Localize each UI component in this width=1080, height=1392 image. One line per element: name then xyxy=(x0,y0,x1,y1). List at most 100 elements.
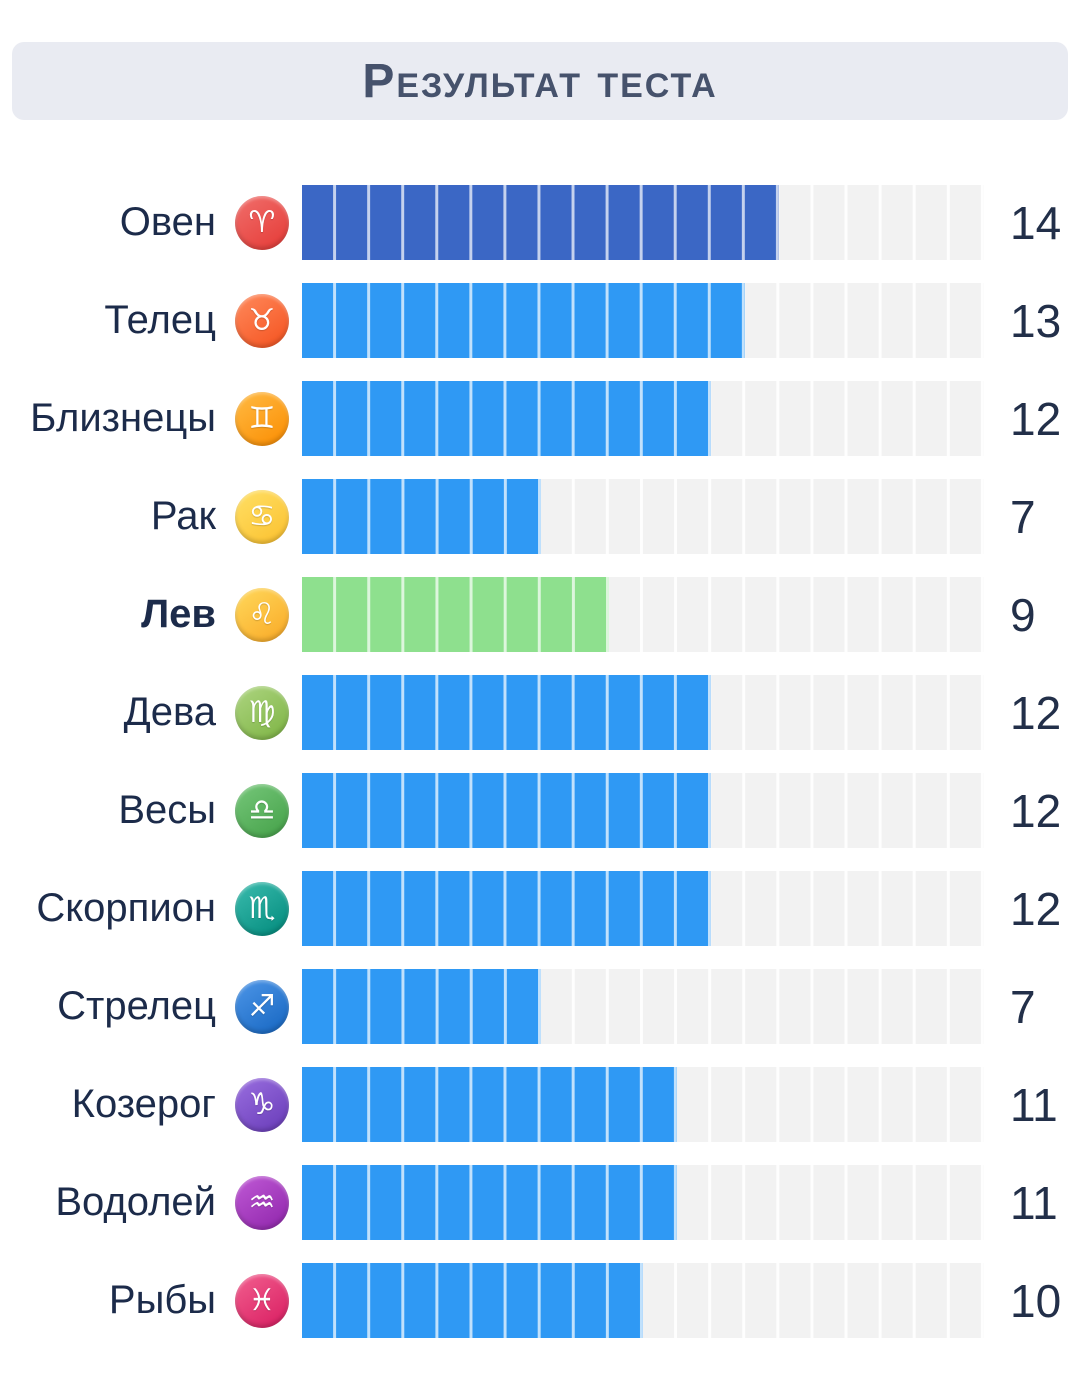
zodiac-glyph: ♉ xyxy=(248,302,276,338)
zodiac-glyph: ♋ xyxy=(248,498,276,534)
row-value: 11 xyxy=(1010,1078,1058,1131)
row-label: Лев xyxy=(141,592,216,636)
zodiac-icon-aquarius: ♒ xyxy=(235,1175,289,1230)
zodiac-icon-capricorn: ♑ xyxy=(235,1077,289,1132)
bar-track xyxy=(302,381,984,456)
zodiac-icon-cancer: ♋ xyxy=(235,489,289,544)
bar-fill xyxy=(302,1165,678,1240)
icon-box: ♏ xyxy=(222,881,302,936)
zodiac-glyph: ♍ xyxy=(248,694,276,730)
bar-track xyxy=(302,479,984,554)
row-label: Телец xyxy=(104,298,216,342)
bar-track xyxy=(302,283,984,358)
bar-fill xyxy=(302,1263,643,1338)
row-value: 13 xyxy=(1010,294,1062,347)
bar-track xyxy=(302,185,984,260)
zodiac-glyph: ♎ xyxy=(248,792,276,828)
icon-box: ♍ xyxy=(222,685,302,740)
bar-track xyxy=(302,871,984,946)
zodiac-icon-libra: ♎ xyxy=(235,783,289,838)
row-value: 11 xyxy=(1010,1176,1058,1229)
row-label: Дева xyxy=(123,690,216,734)
row-value: 12 xyxy=(1010,784,1062,837)
row-label: Водолей xyxy=(55,1180,216,1224)
bar-fill xyxy=(302,381,712,456)
zodiac-glyph: ♊ xyxy=(248,400,276,436)
icon-box: ♈ xyxy=(222,195,302,250)
test-result-header: Результат теста xyxy=(12,42,1068,120)
bar-fill xyxy=(302,283,746,358)
chart-row: Козерог ♑ 11 xyxy=(12,1067,1068,1142)
zodiac-bar-chart: Овен ♈ 14 Телец ♉ 13 Близнецы ♊ xyxy=(12,185,1068,1338)
bar-fill xyxy=(302,185,780,260)
row-value: 7 xyxy=(1010,980,1036,1033)
bar-fill xyxy=(302,479,541,554)
icon-box: ♓ xyxy=(222,1273,302,1328)
zodiac-icon-sagittarius: ♐ xyxy=(235,979,289,1034)
chart-row: Скорпион ♏ 12 xyxy=(12,871,1068,946)
row-value: 12 xyxy=(1010,882,1062,935)
zodiac-icon-virgo: ♍ xyxy=(235,685,289,740)
zodiac-icon-leo: ♌ xyxy=(235,587,289,642)
icon-box: ♌ xyxy=(222,587,302,642)
bar-track xyxy=(302,1263,984,1338)
zodiac-glyph: ♒ xyxy=(248,1184,276,1220)
bar-track xyxy=(302,577,984,652)
chart-row: Овен ♈ 14 xyxy=(12,185,1068,260)
bar-fill xyxy=(302,577,609,652)
bar-fill xyxy=(302,969,541,1044)
row-value: 14 xyxy=(1010,196,1062,249)
bar-track xyxy=(302,969,984,1044)
icon-box: ♎ xyxy=(222,783,302,838)
icon-box: ♑ xyxy=(222,1077,302,1132)
chart-row: Стрелец ♐ 7 xyxy=(12,969,1068,1044)
row-label: Близнецы xyxy=(30,396,216,440)
icon-box: ♐ xyxy=(222,979,302,1034)
bar-fill xyxy=(302,871,712,946)
icon-box: ♉ xyxy=(222,293,302,348)
zodiac-glyph: ♑ xyxy=(248,1086,276,1122)
chart-row: Весы ♎ 12 xyxy=(12,773,1068,848)
chart-row: Рак ♋ 7 xyxy=(12,479,1068,554)
row-label: Скорпион xyxy=(36,886,216,930)
zodiac-glyph: ♈ xyxy=(248,204,276,240)
zodiac-glyph: ♌ xyxy=(248,596,276,632)
row-value: 10 xyxy=(1010,1274,1062,1327)
bar-fill xyxy=(302,1067,678,1142)
zodiac-glyph: ♐ xyxy=(248,988,276,1024)
bar-track xyxy=(302,1165,984,1240)
row-value: 12 xyxy=(1010,686,1062,739)
icon-box: ♋ xyxy=(222,489,302,544)
zodiac-icon-gemini: ♊ xyxy=(235,391,289,446)
row-label: Весы xyxy=(118,788,216,832)
bar-fill xyxy=(302,773,712,848)
chart-row: Лев ♌ 9 xyxy=(12,577,1068,652)
chart-row: Близнецы ♊ 12 xyxy=(12,381,1068,456)
zodiac-icon-aries: ♈ xyxy=(235,195,289,250)
bar-track xyxy=(302,1067,984,1142)
row-label: Рак xyxy=(150,494,216,538)
row-label: Стрелец xyxy=(57,984,216,1028)
row-value: 7 xyxy=(1010,490,1036,543)
page-title: Результат теста xyxy=(362,54,718,108)
row-label: Козерог xyxy=(71,1082,216,1126)
chart-row: Телец ♉ 13 xyxy=(12,283,1068,358)
zodiac-icon-scorpio: ♏ xyxy=(235,881,289,936)
zodiac-icon-pisces: ♓ xyxy=(235,1273,289,1328)
icon-box: ♒ xyxy=(222,1175,302,1230)
zodiac-glyph: ♏ xyxy=(248,890,276,926)
bar-track xyxy=(302,675,984,750)
row-value: 9 xyxy=(1010,588,1036,641)
bar-fill xyxy=(302,675,712,750)
zodiac-icon-taurus: ♉ xyxy=(235,293,289,348)
icon-box: ♊ xyxy=(222,391,302,446)
zodiac-glyph: ♓ xyxy=(248,1282,276,1318)
row-label: Рыбы xyxy=(108,1278,216,1322)
row-label: Овен xyxy=(119,200,216,244)
chart-row: Водолей ♒ 11 xyxy=(12,1165,1068,1240)
row-value: 12 xyxy=(1010,392,1062,445)
chart-row: Рыбы ♓ 10 xyxy=(12,1263,1068,1338)
chart-row: Дева ♍ 12 xyxy=(12,675,1068,750)
bar-track xyxy=(302,773,984,848)
